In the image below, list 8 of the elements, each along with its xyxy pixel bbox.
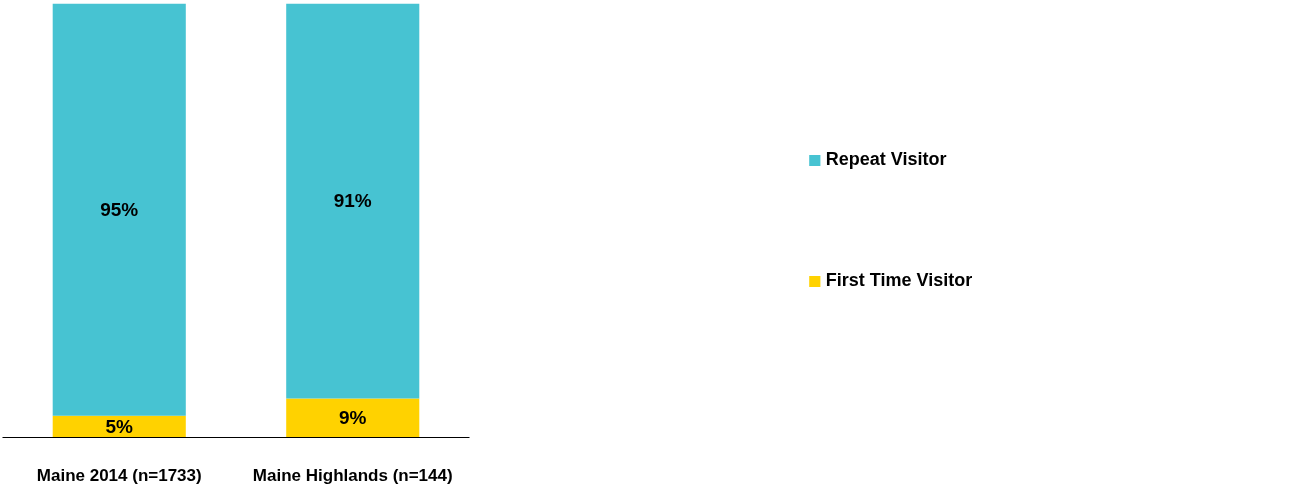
- data-label: 5%: [105, 416, 134, 438]
- x-tick-label: Maine 2014 (n=1733): [36, 465, 202, 485]
- data-label: 9%: [339, 407, 367, 429]
- legend-label: First Time Visitor: [825, 270, 973, 291]
- data-label: 91%: [333, 190, 372, 212]
- data-label: 95%: [100, 199, 139, 221]
- legend-label: Repeat Visitor: [825, 149, 947, 170]
- x-tick-label: Maine Highlands (n=144): [252, 465, 453, 485]
